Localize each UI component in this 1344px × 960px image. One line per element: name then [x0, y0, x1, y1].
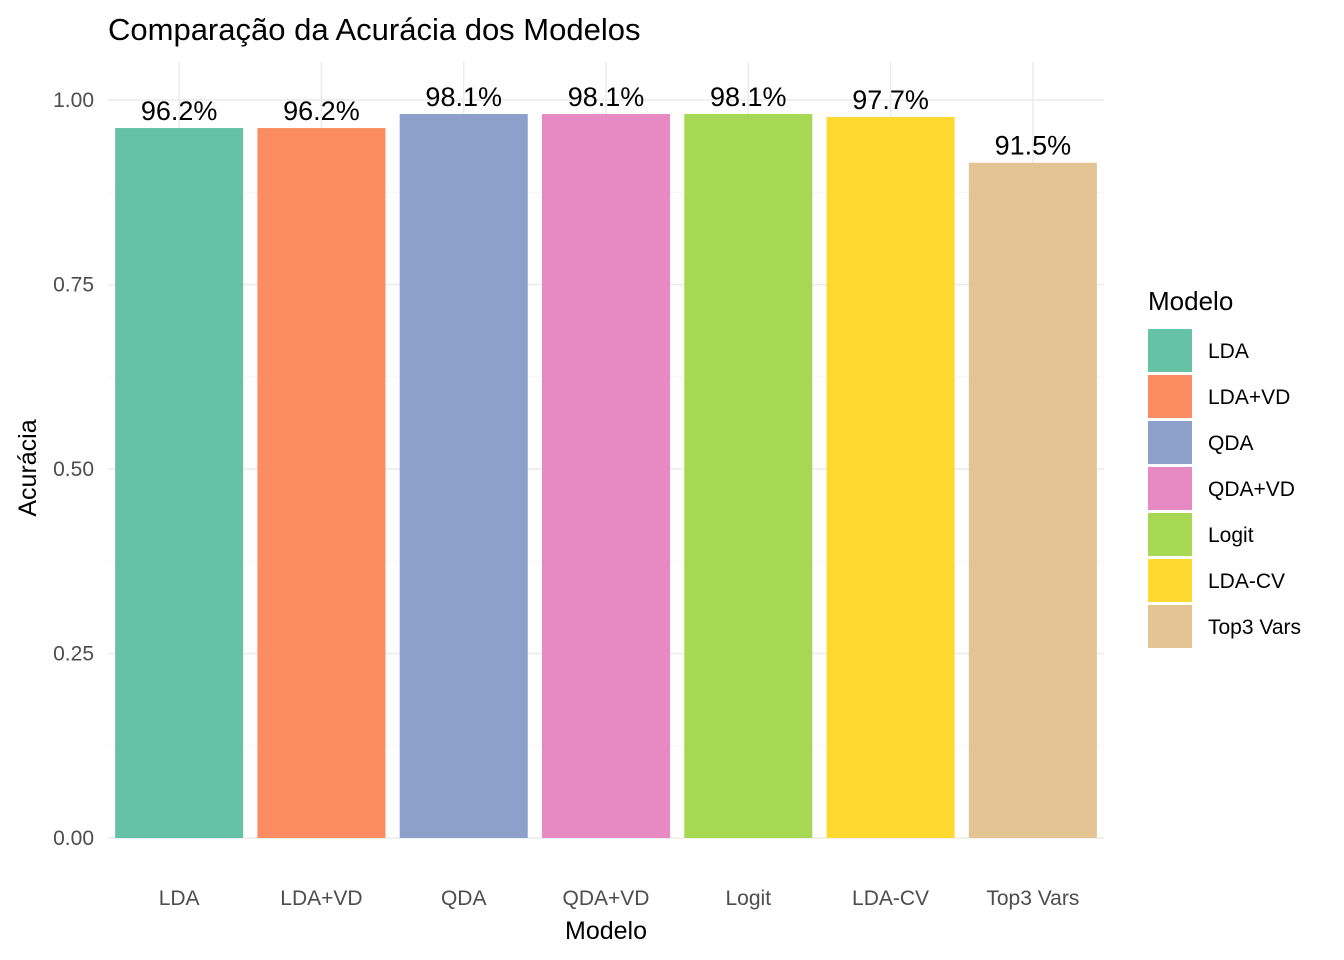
bar-logit [684, 114, 813, 839]
bar-qda [399, 114, 528, 839]
data-labels: 96.2% 96.2% 98.1% 98.1% 98.1% 97.7% 91.5% [141, 82, 1071, 161]
y-tick-label: 0.25 [53, 643, 94, 666]
legend-swatch [1148, 605, 1192, 648]
y-axis-title: Acurácia [14, 419, 42, 516]
x-tick-label: LDA-CV [852, 887, 929, 910]
data-label: 98.1% [425, 82, 502, 112]
y-tick-label: 0.75 [53, 274, 94, 297]
x-tick-label: LDA [159, 887, 200, 910]
legend-title: Modelo [1148, 286, 1233, 316]
legend-swatch [1148, 467, 1192, 510]
legend-label: QDA+VD [1208, 478, 1295, 501]
legend-label: Top3 Vars [1208, 616, 1301, 639]
bar-lda-cv [826, 116, 955, 838]
legend-swatch [1148, 375, 1192, 418]
legend-swatch [1148, 513, 1192, 556]
x-tick-label: QDA [441, 887, 487, 910]
data-label: 98.1% [568, 82, 645, 112]
x-axis-ticks: LDA LDA+VD QDA QDA+VD Logit LDA-CV Top3 Vars [159, 887, 1080, 910]
bar-top3-vars [968, 162, 1097, 839]
x-tick-label: LDA+VD [280, 887, 362, 910]
x-tick-label: Top3 Vars [986, 887, 1079, 910]
bar-qda-vd [541, 114, 671, 839]
x-axis-title: Modelo [565, 917, 647, 945]
y-axis-ticks: 0.00 0.25 0.50 0.75 1.00 [53, 89, 94, 850]
legend: Modelo LDA LDA+VD QDA QDA+VD Logit LDA-CV Top3… [1148, 286, 1301, 648]
legend-label: QDA [1208, 432, 1254, 455]
y-tick-label: 0.00 [53, 827, 94, 850]
data-label: 98.1% [710, 82, 787, 112]
legend-swatch [1148, 421, 1192, 464]
legend-swatch [1148, 559, 1192, 602]
data-label: 96.2% [141, 96, 218, 126]
data-label: 91.5% [995, 131, 1072, 161]
y-tick-label: 0.50 [53, 458, 94, 481]
bar-lda-vd [257, 128, 386, 838]
data-label: 97.7% [852, 85, 929, 115]
legend-label: LDA [1208, 340, 1249, 363]
x-tick-label: Logit [726, 887, 772, 910]
bars [115, 114, 1097, 839]
legend-label: Logit [1208, 524, 1254, 547]
legend-label: LDA+VD [1208, 386, 1290, 409]
legend-swatch [1148, 329, 1192, 372]
bar-lda [115, 128, 244, 838]
chart-title: Comparação da Acurácia dos Modelos [108, 12, 640, 47]
legend-label: LDA-CV [1208, 570, 1285, 593]
y-tick-label: 1.00 [53, 89, 94, 112]
x-tick-label: QDA+VD [563, 887, 650, 910]
data-label: 96.2% [283, 96, 360, 126]
